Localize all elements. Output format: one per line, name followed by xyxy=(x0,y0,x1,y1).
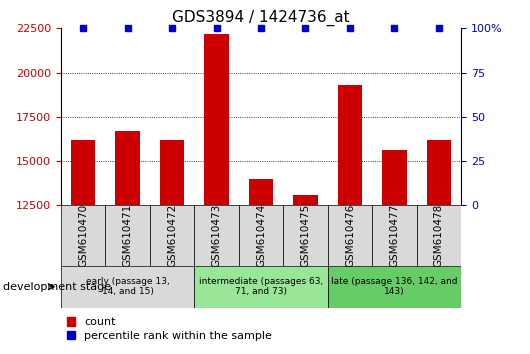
Text: GSM610477: GSM610477 xyxy=(390,204,400,267)
Bar xyxy=(195,205,239,266)
Bar xyxy=(195,266,328,308)
Bar xyxy=(160,140,184,205)
Bar xyxy=(338,85,362,205)
Bar xyxy=(328,266,461,308)
Bar xyxy=(382,150,407,205)
Bar xyxy=(427,140,451,205)
Text: GSM610473: GSM610473 xyxy=(211,204,222,267)
Bar xyxy=(116,131,140,205)
Text: development stage: development stage xyxy=(3,282,111,292)
Bar xyxy=(71,140,95,205)
Bar xyxy=(417,205,461,266)
Bar xyxy=(61,266,195,308)
Bar xyxy=(328,205,372,266)
Title: GDS3894 / 1424736_at: GDS3894 / 1424736_at xyxy=(172,9,350,25)
Legend: count, percentile rank within the sample: count, percentile rank within the sample xyxy=(66,317,272,341)
Text: early (passage 13,
14, and 15): early (passage 13, 14, and 15) xyxy=(86,277,170,296)
Bar xyxy=(61,205,105,266)
Text: GSM610471: GSM610471 xyxy=(122,204,132,267)
Text: intermediate (passages 63,
71, and 73): intermediate (passages 63, 71, and 73) xyxy=(199,277,323,296)
Bar xyxy=(239,205,283,266)
Bar xyxy=(283,205,328,266)
Text: late (passage 136, 142, and
143): late (passage 136, 142, and 143) xyxy=(331,277,458,296)
Bar xyxy=(249,179,273,205)
Text: GSM610476: GSM610476 xyxy=(345,204,355,267)
Bar xyxy=(205,34,229,205)
Text: GSM610474: GSM610474 xyxy=(256,204,266,267)
Text: GSM610472: GSM610472 xyxy=(167,204,177,267)
Bar xyxy=(150,205,195,266)
Bar xyxy=(293,195,317,205)
Bar xyxy=(372,205,417,266)
Bar xyxy=(105,205,150,266)
Text: GSM610470: GSM610470 xyxy=(78,204,88,267)
Text: GSM610475: GSM610475 xyxy=(301,204,311,267)
Text: GSM610478: GSM610478 xyxy=(434,204,444,267)
